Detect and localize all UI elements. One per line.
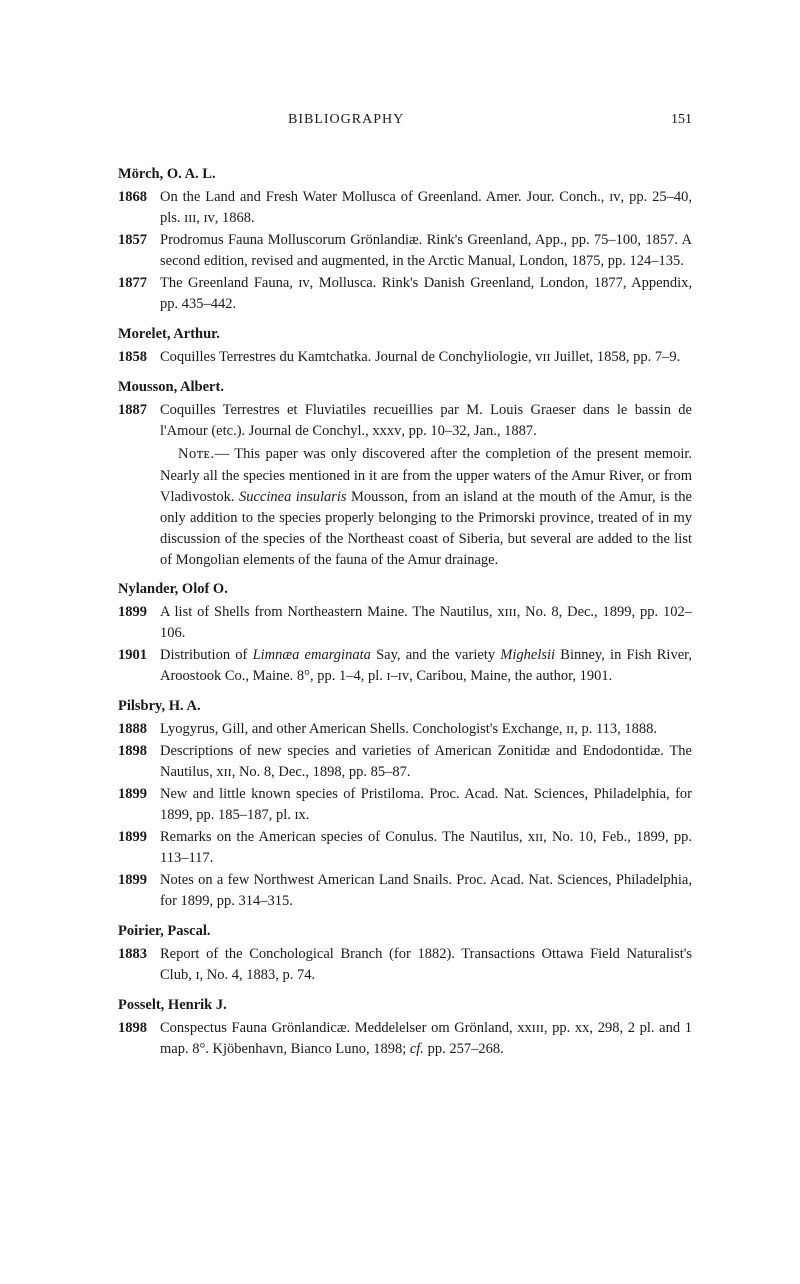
author-heading: Morelet, Arthur. [118, 324, 692, 345]
bibliography-entry: 1898Conspectus Fauna Grönlandicæ. Meddel… [118, 1018, 692, 1060]
entry-year: 1899 [118, 870, 160, 912]
author-heading: Posselt, Henrik J. [118, 995, 692, 1016]
bibliography-entry: 1883Report of the Conchological Branch (… [118, 944, 692, 986]
author-heading: Mörch, O. A. L. [118, 164, 692, 185]
author-heading: Pilsbry, H. A. [118, 696, 692, 717]
entry-year: 1899 [118, 784, 160, 826]
entry-year: 1899 [118, 827, 160, 869]
entry-text: Notes on a few Northwest American Land S… [160, 870, 692, 912]
bibliography-entry: 1888Lyogyrus, Gill, and other American S… [118, 719, 692, 740]
bibliography-entry: 1899New and little known species of Pris… [118, 784, 692, 826]
entry-year: 1898 [118, 741, 160, 783]
bibliography-content: Mörch, O. A. L.1868On the Land and Fresh… [118, 164, 692, 1065]
entry-text: New and little known species of Pristilo… [160, 784, 692, 826]
bibliography-entry: 1858Coquilles Terrestres du Kamtchatka. … [118, 347, 692, 368]
entry-text: Prodromus Fauna Molluscorum Grönlandiæ. … [160, 230, 692, 272]
bibliography-entry: 1901Distribution of Limnæa emarginata Sa… [118, 645, 692, 687]
header-title: BIBLIOGRAPHY [288, 110, 404, 130]
bibliography-entry: 1877The Greenland Fauna, ɪᴠ, Mollusca. R… [118, 273, 692, 315]
entry-text: Descriptions of new species and varietie… [160, 741, 692, 783]
bibliography-entry: 1887Coquilles Terrestres et Fluviatiles … [118, 400, 692, 442]
entry-text: Conspectus Fauna Grönlandicæ. Meddelelse… [160, 1018, 692, 1060]
entry-year: 1901 [118, 645, 160, 687]
entry-text: Report of the Conchological Branch (for … [160, 944, 692, 986]
page-header: BIBLIOGRAPHY 151 [118, 110, 692, 130]
page-number: 151 [671, 110, 692, 130]
entry-year: 1858 [118, 347, 160, 368]
entry-text: Lyogyrus, Gill, and other American Shell… [160, 719, 692, 740]
author-heading: Mousson, Albert. [118, 377, 692, 398]
author-heading: Poirier, Pascal. [118, 921, 692, 942]
entry-text: The Greenland Fauna, ɪᴠ, Mollusca. Rink'… [160, 273, 692, 315]
bibliography-entry: 1898Descriptions of new species and vari… [118, 741, 692, 783]
entry-year: 1883 [118, 944, 160, 986]
entry-year: 1868 [118, 187, 160, 229]
entry-text: Remarks on the American species of Conul… [160, 827, 692, 869]
entry-year: 1888 [118, 719, 160, 740]
bibliography-entry: 1899Remarks on the American species of C… [118, 827, 692, 869]
bibliography-entry: 1857Prodromus Fauna Molluscorum Grönland… [118, 230, 692, 272]
entry-year: 1857 [118, 230, 160, 272]
entry-text: A list of Shells from Northeastern Maine… [160, 602, 692, 644]
entry-text: Coquilles Terrestres et Fluviatiles recu… [160, 400, 692, 442]
entry-year: 1877 [118, 273, 160, 315]
note-block: Nᴏᴛᴇ.— This paper was only discovered af… [160, 444, 692, 570]
entry-year: 1898 [118, 1018, 160, 1060]
bibliography-entry: 1899Notes on a few Northwest American La… [118, 870, 692, 912]
bibliography-entry: 1868On the Land and Fresh Water Mollusca… [118, 187, 692, 229]
entry-year: 1899 [118, 602, 160, 644]
entry-year: 1887 [118, 400, 160, 442]
entry-text: On the Land and Fresh Water Mollusca of … [160, 187, 692, 229]
author-heading: Nylander, Olof O. [118, 579, 692, 600]
bibliography-entry: 1899A list of Shells from Northeastern M… [118, 602, 692, 644]
entry-text: Coquilles Terrestres du Kamtchatka. Jour… [160, 347, 692, 368]
entry-text: Distribution of Limnæa emarginata Say, a… [160, 645, 692, 687]
